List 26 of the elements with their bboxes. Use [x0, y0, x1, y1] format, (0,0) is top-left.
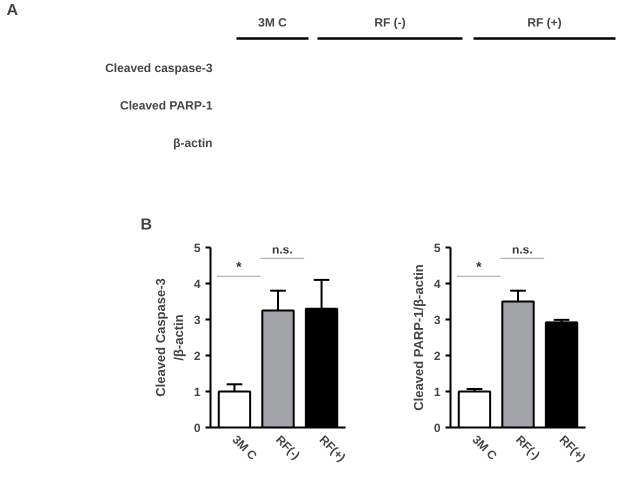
y-tick-label: 2 — [194, 349, 201, 363]
y-tick-label: 1 — [434, 385, 441, 399]
x-tick-label: 3M C — [230, 432, 260, 463]
y-tick-label: 2 — [434, 349, 441, 363]
text: Cleaved PARP-1 — [120, 98, 213, 112]
x-tick-label: 3M C — [470, 432, 500, 463]
y-tick-label: 1 — [194, 385, 201, 399]
y-tick-label: 4 — [434, 277, 441, 291]
text: β-actin — [173, 136, 212, 150]
chart-title: B — [140, 216, 152, 234]
y-tick-label: 0 — [434, 421, 441, 435]
annotation: * — [476, 258, 482, 274]
text: Cleaved caspase-3 — [105, 61, 213, 75]
text: RF (+) — [527, 16, 562, 30]
y-tick-label: 0 — [194, 421, 201, 435]
text: RF (-) — [374, 16, 406, 30]
text: A — [6, 2, 18, 19]
y-tick-label: 5 — [194, 241, 201, 255]
y-tick-label: 4 — [194, 277, 201, 291]
y-tick-label: 3 — [434, 313, 441, 327]
annotation: * — [236, 258, 242, 274]
y-tick-label: 5 — [434, 241, 441, 255]
y-tick-label: 3 — [194, 313, 201, 327]
y-axis-title: Cleaved PARP-1/β-actin — [410, 264, 426, 411]
y-axis-title: Cleaved Caspase-3 /β-actin — [152, 278, 186, 397]
text: 3M C — [258, 16, 288, 30]
